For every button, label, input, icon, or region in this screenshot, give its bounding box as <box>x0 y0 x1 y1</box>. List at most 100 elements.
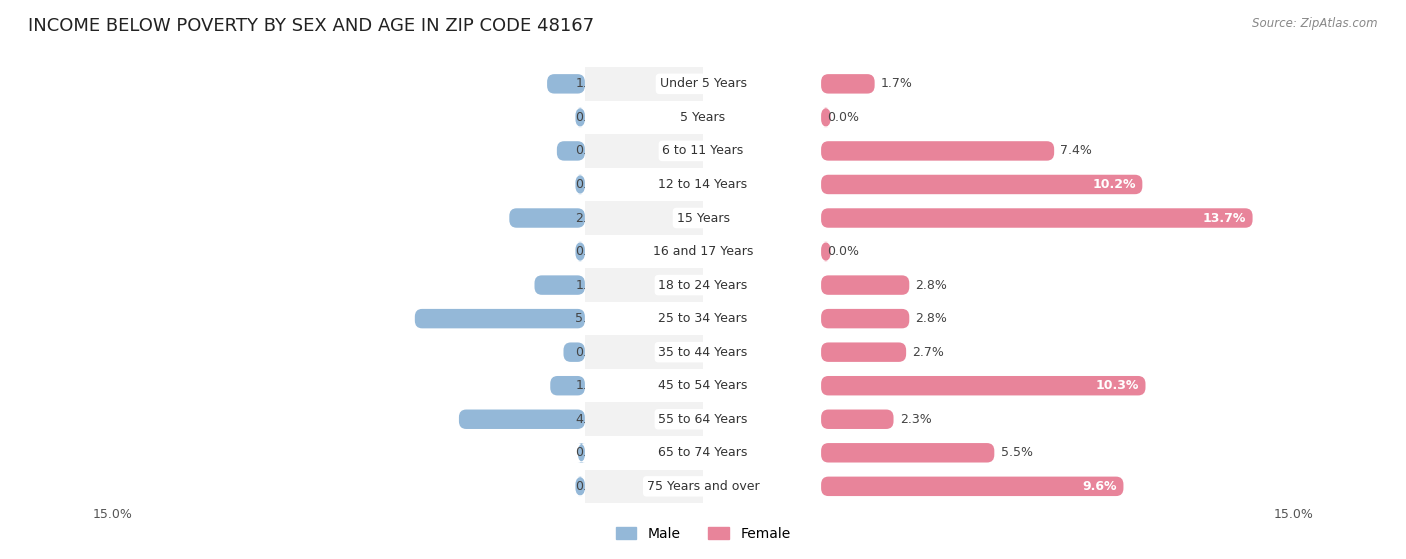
Bar <box>0 268 821 302</box>
Bar <box>585 470 1406 503</box>
Bar <box>0 402 703 436</box>
Text: 2.3%: 2.3% <box>900 413 932 426</box>
Text: INCOME BELOW POVERTY BY SEX AND AGE IN ZIP CODE 48167: INCOME BELOW POVERTY BY SEX AND AGE IN Z… <box>28 17 595 35</box>
Bar <box>0 235 821 268</box>
Bar <box>585 235 1406 268</box>
Text: 5 Years: 5 Years <box>681 111 725 124</box>
FancyBboxPatch shape <box>547 74 585 93</box>
Bar <box>0 369 821 402</box>
FancyBboxPatch shape <box>458 410 585 429</box>
Text: 7.4%: 7.4% <box>1060 144 1092 158</box>
Bar <box>585 335 1406 369</box>
Text: 18 to 24 Years: 18 to 24 Years <box>658 278 748 292</box>
Text: 16 and 17 Years: 16 and 17 Years <box>652 245 754 258</box>
Bar <box>0 67 703 101</box>
Text: 4.0%: 4.0% <box>575 413 607 426</box>
Bar <box>585 168 1406 201</box>
Text: 25 to 34 Years: 25 to 34 Years <box>658 312 748 325</box>
Text: 2.8%: 2.8% <box>915 278 948 292</box>
Bar <box>0 302 821 335</box>
FancyBboxPatch shape <box>578 443 585 462</box>
Bar <box>585 369 1406 402</box>
Bar <box>0 436 821 470</box>
Bar <box>0 470 821 503</box>
Bar <box>0 201 703 235</box>
Text: 0.0%: 0.0% <box>575 178 607 191</box>
Bar <box>585 302 1406 335</box>
FancyBboxPatch shape <box>575 242 585 261</box>
Bar <box>0 302 703 335</box>
Text: 1.7%: 1.7% <box>882 77 912 91</box>
Bar <box>0 402 821 436</box>
Bar <box>585 134 1406 168</box>
FancyBboxPatch shape <box>550 376 585 395</box>
Text: Source: ZipAtlas.com: Source: ZipAtlas.com <box>1253 17 1378 30</box>
FancyBboxPatch shape <box>575 108 585 127</box>
Text: 0.0%: 0.0% <box>575 480 607 493</box>
Bar <box>0 470 703 503</box>
Bar <box>0 268 703 302</box>
Text: 13.7%: 13.7% <box>1204 211 1246 225</box>
Bar <box>0 134 821 168</box>
Bar <box>0 101 703 134</box>
Bar <box>0 335 821 369</box>
FancyBboxPatch shape <box>821 74 875 93</box>
Bar <box>585 67 1406 101</box>
Bar <box>0 369 703 402</box>
Text: 0.0%: 0.0% <box>575 111 607 124</box>
FancyBboxPatch shape <box>821 376 1146 395</box>
Text: 10.3%: 10.3% <box>1095 379 1139 392</box>
FancyBboxPatch shape <box>821 175 1142 194</box>
FancyBboxPatch shape <box>557 141 585 160</box>
FancyBboxPatch shape <box>821 209 1253 228</box>
Text: 0.0%: 0.0% <box>827 111 859 124</box>
Text: 5.5%: 5.5% <box>1001 446 1032 459</box>
FancyBboxPatch shape <box>821 276 910 295</box>
Text: 1.1%: 1.1% <box>575 379 607 392</box>
Bar <box>585 268 1406 302</box>
Text: 2.4%: 2.4% <box>575 211 607 225</box>
FancyBboxPatch shape <box>575 477 585 496</box>
FancyBboxPatch shape <box>415 309 585 328</box>
Text: Under 5 Years: Under 5 Years <box>659 77 747 91</box>
Text: 15 Years: 15 Years <box>676 211 730 225</box>
Text: 35 to 44 Years: 35 to 44 Years <box>658 345 748 359</box>
Bar <box>585 201 1406 235</box>
Bar <box>585 436 1406 470</box>
Text: 55 to 64 Years: 55 to 64 Years <box>658 413 748 426</box>
FancyBboxPatch shape <box>821 242 831 261</box>
FancyBboxPatch shape <box>509 209 585 228</box>
Bar <box>0 101 821 134</box>
FancyBboxPatch shape <box>821 141 1054 160</box>
FancyBboxPatch shape <box>821 410 894 429</box>
Text: 0.22%: 0.22% <box>575 446 616 459</box>
Text: 2.7%: 2.7% <box>912 345 945 359</box>
Text: 0.89%: 0.89% <box>575 144 616 158</box>
Text: 6 to 11 Years: 6 to 11 Years <box>662 144 744 158</box>
Bar <box>0 168 821 201</box>
Bar <box>0 134 703 168</box>
Text: 65 to 74 Years: 65 to 74 Years <box>658 446 748 459</box>
Text: 0.68%: 0.68% <box>575 345 616 359</box>
FancyBboxPatch shape <box>821 309 910 328</box>
Text: 2.8%: 2.8% <box>915 312 948 325</box>
FancyBboxPatch shape <box>821 443 994 462</box>
Text: 5.4%: 5.4% <box>575 312 607 325</box>
Text: 1.6%: 1.6% <box>575 278 607 292</box>
Text: 10.2%: 10.2% <box>1092 178 1136 191</box>
Bar <box>0 67 821 101</box>
Text: 12 to 14 Years: 12 to 14 Years <box>658 178 748 191</box>
Bar <box>0 235 703 268</box>
Bar <box>0 335 703 369</box>
Bar <box>0 168 703 201</box>
Text: 1.2%: 1.2% <box>575 77 607 91</box>
FancyBboxPatch shape <box>821 477 1123 496</box>
Text: 45 to 54 Years: 45 to 54 Years <box>658 379 748 392</box>
FancyBboxPatch shape <box>821 343 905 362</box>
FancyBboxPatch shape <box>564 343 585 362</box>
Bar <box>0 201 821 235</box>
FancyBboxPatch shape <box>575 175 585 194</box>
Text: 9.6%: 9.6% <box>1083 480 1118 493</box>
Bar <box>0 436 703 470</box>
Text: 75 Years and over: 75 Years and over <box>647 480 759 493</box>
